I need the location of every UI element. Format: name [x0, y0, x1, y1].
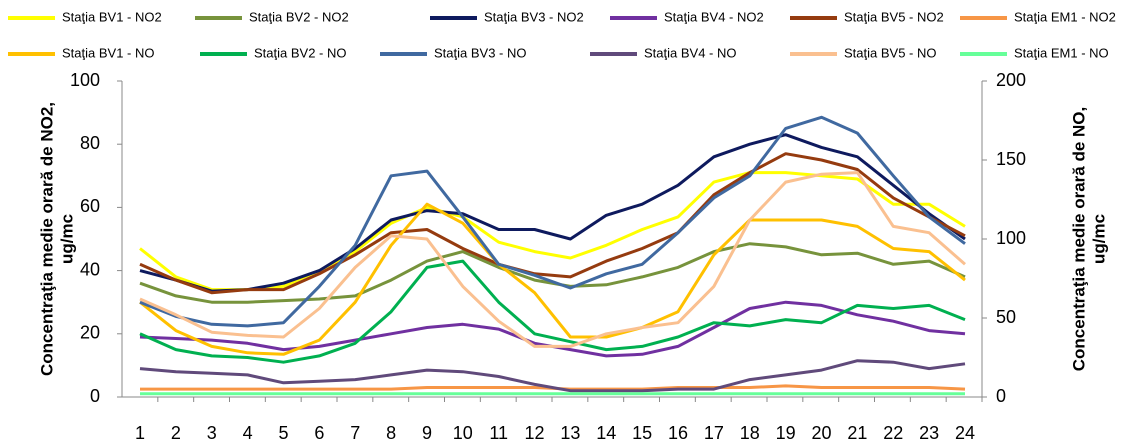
x-tick-label: 18: [740, 423, 760, 443]
x-tick-label: 1: [135, 423, 145, 443]
legend-label: Staţia BV1 - NO: [62, 45, 154, 60]
legend-label: Staţia BV5 - NO2: [844, 9, 944, 24]
legend-label: Staţia BV3 - NO2: [484, 9, 584, 24]
y-tick-label: 60: [80, 196, 100, 216]
series-line: [139, 133, 966, 293]
x-tick-label: 6: [314, 423, 324, 443]
y-tick-label: 80: [80, 133, 100, 153]
x-tick-label: 4: [243, 423, 253, 443]
series-line: [139, 202, 966, 356]
y-axis-title: Concentraţia medie orară de NO2, ug/mc: [37, 102, 76, 376]
y-tick-label: 20: [80, 323, 100, 343]
series-line: [139, 359, 966, 393]
x-tick-label: 2: [171, 423, 181, 443]
x-tick-label: 7: [350, 423, 360, 443]
y2-tick-label: 0: [996, 386, 1006, 406]
series-line: [139, 115, 966, 328]
x-tick-label: 24: [955, 423, 975, 443]
x-tick-label: 11: [489, 423, 508, 443]
series-line: [139, 171, 966, 292]
y-tick-label: 100: [70, 70, 100, 90]
legend-label: Staţia BV1 - NO2: [62, 9, 162, 24]
x-tick-label: 8: [386, 423, 396, 443]
x-tick-label: 14: [596, 423, 616, 443]
y2-axis-title: Concentraţia medie orară de NO, ug/mc: [1069, 107, 1108, 372]
x-tick-label: 20: [812, 423, 832, 443]
series-line: [139, 152, 966, 295]
legend-label: Staţia BV3 - NO: [434, 45, 526, 60]
y2-tick-label: 100: [996, 228, 1026, 248]
legend-label: Staţia BV4 - NO: [644, 45, 736, 60]
legend-label: Staţia BV2 - NO: [254, 45, 346, 60]
x-tick-label: 10: [453, 423, 473, 443]
x-tick-label: 21: [847, 423, 867, 443]
x-tick-label: 5: [278, 423, 288, 443]
x-tick-label: 12: [525, 423, 545, 443]
x-tick-label: 17: [704, 423, 724, 443]
series-line: [139, 171, 966, 348]
x-tick-label: 9: [422, 423, 432, 443]
x-tick-label: 16: [668, 423, 688, 443]
series-line: [139, 259, 966, 364]
y-tick-label: 40: [80, 259, 100, 279]
x-tick-label: 23: [919, 423, 939, 443]
x-tick-label: 13: [560, 423, 580, 443]
y2-tick-label: 200: [996, 70, 1026, 90]
legend-label: Staţia BV5 - NO: [844, 45, 936, 60]
y2-tick-label: 50: [996, 307, 1016, 327]
x-tick-label: 15: [632, 423, 652, 443]
x-tick-label: 3: [207, 423, 217, 443]
y-axis-title-line: ug/mc: [57, 214, 76, 264]
y-tick-label: 0: [90, 386, 100, 406]
legend-label: Staţia BV4 - NO2: [664, 9, 764, 24]
x-tick-label: 19: [776, 423, 796, 443]
y-axis-title-line: Concentraţia medie orară de NO2,: [37, 102, 56, 376]
y2-axis-title-line: Concentraţia medie orară de NO,: [1069, 107, 1088, 372]
legend-label: Staţia BV2 - NO2: [249, 9, 349, 24]
legend-label: Staţia EM1 - NO: [1014, 45, 1109, 60]
y2-axis-title-line: ug/mc: [1089, 214, 1108, 264]
legend-label: Staţia EM1 - NO2: [1014, 9, 1116, 24]
series-line: [139, 242, 966, 304]
x-tick-label: 22: [883, 423, 903, 443]
y2-tick-label: 150: [996, 149, 1026, 169]
